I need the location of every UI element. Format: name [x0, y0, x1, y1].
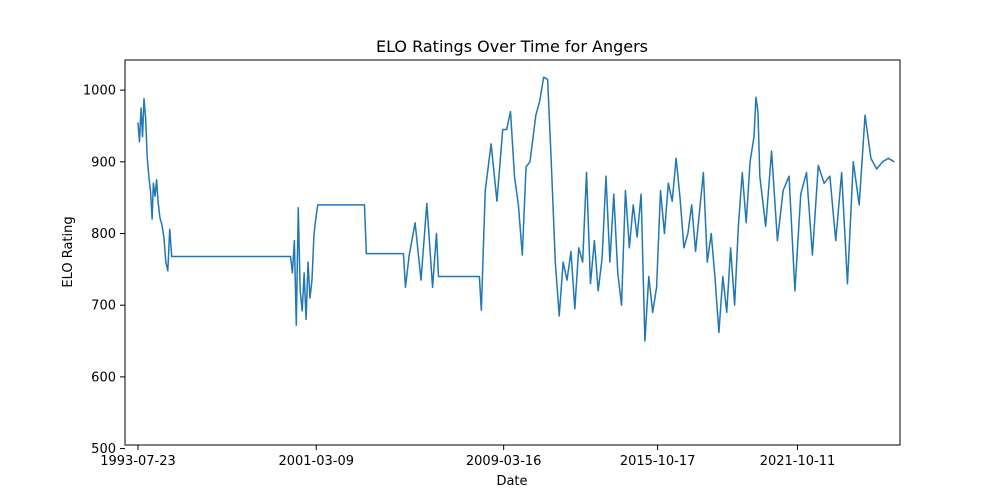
series-line: [137, 76, 895, 342]
x-axis-label: Date: [496, 474, 527, 489]
plot-frame: [124, 59, 901, 446]
x-tick-label: 2009-03-16: [466, 454, 542, 469]
x-tick-label: 2021-10-11: [760, 454, 836, 469]
y-tick-label: 800: [91, 227, 116, 242]
chart-title: ELO Ratings Over Time for Angers: [376, 37, 648, 56]
y-axis-label: ELO Rating: [61, 216, 76, 287]
y-tick-label: 1000: [83, 84, 116, 99]
y-tick-label: 500: [91, 442, 116, 457]
x-axis: 1993-07-23 2001-03-09 2009-03-16 2015-10-17…: [100, 445, 835, 469]
y-tick-label: 600: [91, 370, 116, 385]
x-tick-label: 2015-10-17: [620, 454, 696, 469]
x-tick-label: 2001-03-09: [278, 454, 354, 469]
y-tick-label: 700: [91, 299, 116, 314]
plot-area: [137, 76, 895, 342]
x-tick-label: 1993-07-23: [100, 454, 176, 469]
y-axis: 500 600 700 800 900 1000: [83, 84, 125, 457]
y-tick-label: 900: [91, 155, 116, 170]
